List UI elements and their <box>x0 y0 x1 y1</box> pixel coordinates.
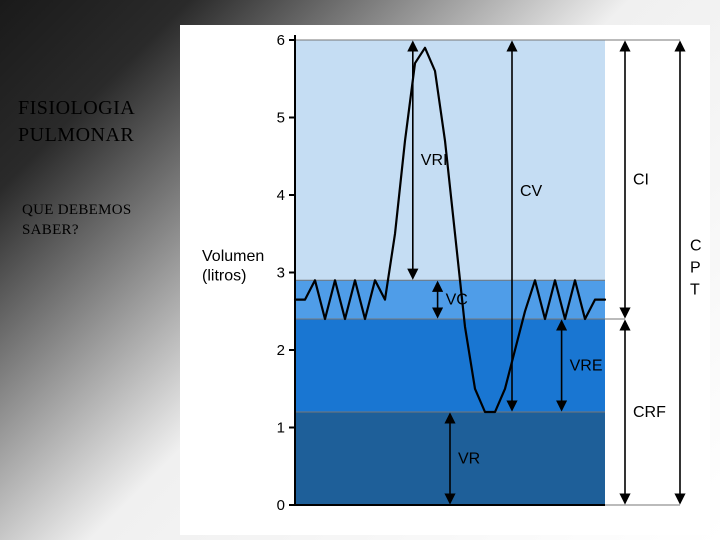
y-axis-title-2: (litros) <box>202 267 246 284</box>
y-tick-label: 3 <box>277 265 285 282</box>
band-label-vc: VC <box>446 292 468 309</box>
band-label-vre: VRE <box>570 358 603 375</box>
y-tick-label: 2 <box>277 342 285 359</box>
band-label-vri: VRI <box>421 152 448 169</box>
slide-subtitle: QUE DEBEMOS SABER? <box>22 200 192 241</box>
lung-volumes-chart: 0 1 2 3 4 5 6 Volumen (litros) VR VRE VC VRI CV CI CRF C… <box>180 25 710 535</box>
slide: FISIOLOGIA PULMONAR QUE DEBEMOS SABER? 0… <box>0 0 720 540</box>
title-line-2: PULMONAR <box>18 122 188 149</box>
y-tick-label: 0 <box>277 497 285 514</box>
bracket-label-cpt: P <box>690 260 701 277</box>
slide-title: FISIOLOGIA PULMONAR <box>18 95 188 149</box>
y-tick-label: 1 <box>277 420 285 437</box>
y-tick-label: 6 <box>277 32 285 49</box>
bracket-label-cpt: C <box>690 238 702 255</box>
bracket-label-ci: CI <box>633 172 649 189</box>
band-label-vr: VR <box>458 451 480 468</box>
y-axis-title-1: Volumen <box>202 248 264 265</box>
subtitle-line-2: SABER? <box>22 220 192 240</box>
subtitle-line-1: QUE DEBEMOS <box>22 200 192 220</box>
y-tick-label: 5 <box>277 110 285 127</box>
band-label-cv: CV <box>520 183 543 200</box>
bracket-label-cpt: T <box>690 282 700 299</box>
title-line-1: FISIOLOGIA <box>18 95 188 122</box>
band-vre <box>295 319 605 412</box>
y-tick-label: 4 <box>277 187 285 204</box>
band-vri <box>295 40 605 280</box>
chart-svg: 0 1 2 3 4 5 6 Volumen (litros) VR VRE VC VRI CV CI CRF C… <box>180 25 710 535</box>
bracket-label-crf: CRF <box>633 404 666 421</box>
